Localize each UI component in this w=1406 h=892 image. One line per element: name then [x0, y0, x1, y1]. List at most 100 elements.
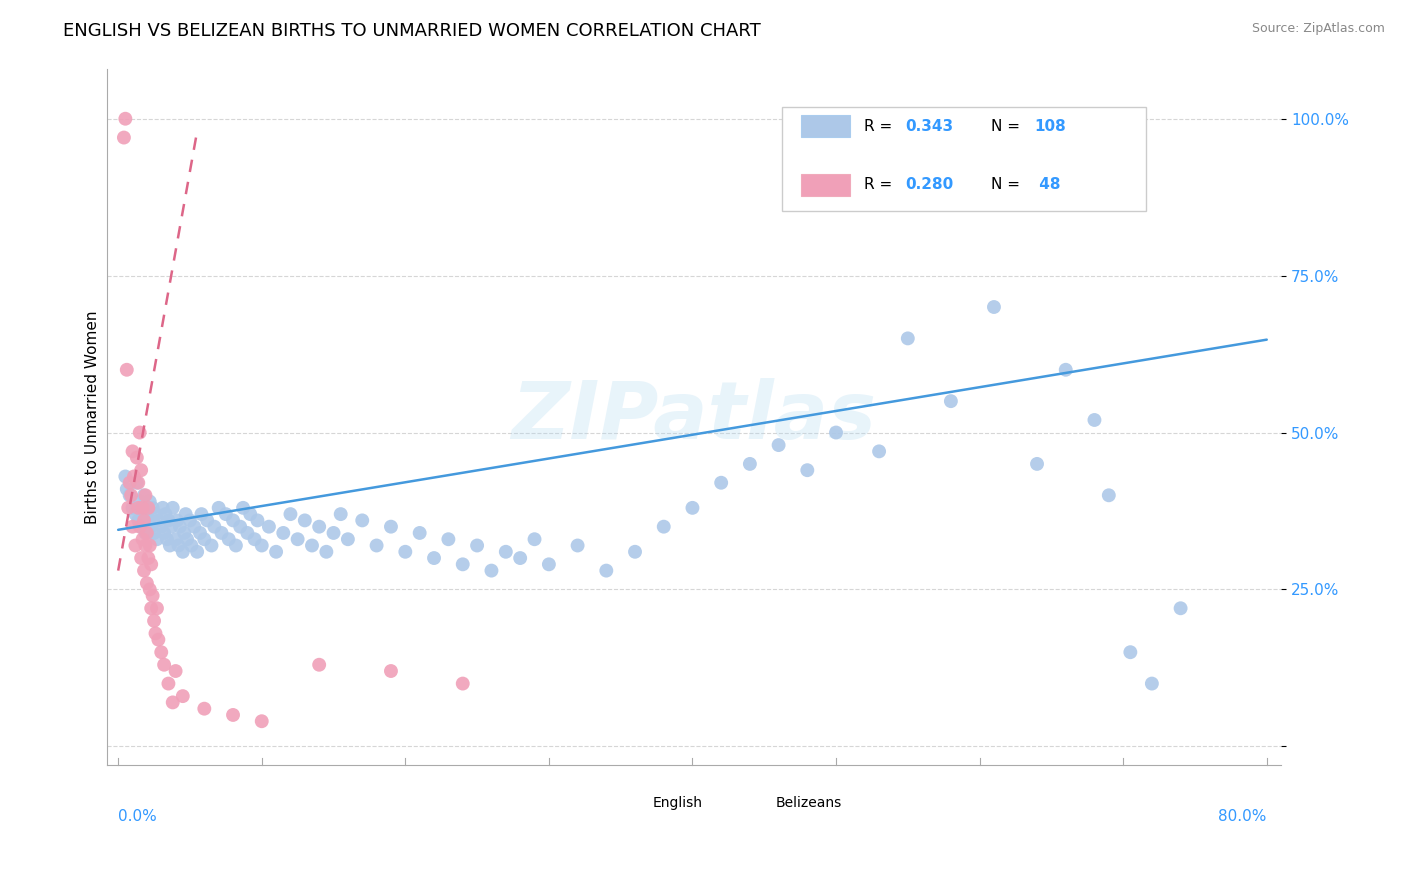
Point	[142, 500, 165, 515]
Point	[825, 425, 848, 440]
FancyBboxPatch shape	[801, 174, 851, 196]
Point	[246, 513, 269, 527]
Point	[118, 475, 141, 490]
Text: R =: R =	[865, 178, 897, 193]
Point	[451, 558, 474, 572]
Point	[135, 525, 157, 540]
Point	[172, 689, 194, 703]
Point	[150, 645, 173, 659]
Point	[143, 614, 166, 628]
Point	[939, 394, 962, 409]
Point	[193, 701, 215, 715]
Point	[145, 626, 167, 640]
Point	[423, 551, 446, 566]
Point	[121, 444, 143, 458]
Point	[567, 539, 589, 553]
Point	[152, 500, 174, 515]
Point	[115, 363, 138, 377]
Point	[315, 545, 337, 559]
Point	[153, 657, 176, 672]
Point	[380, 664, 402, 678]
Point	[768, 438, 790, 452]
Point	[139, 494, 162, 508]
Point	[465, 539, 488, 553]
Point	[128, 425, 150, 440]
Point	[481, 564, 503, 578]
Text: 48: 48	[1035, 178, 1062, 193]
Point	[114, 469, 136, 483]
Point	[451, 676, 474, 690]
Point	[1026, 457, 1049, 471]
Text: 0.0%: 0.0%	[118, 809, 157, 824]
Point	[129, 463, 152, 477]
Point	[125, 475, 148, 490]
Point	[222, 513, 245, 527]
Point	[134, 539, 156, 553]
Point	[232, 500, 254, 515]
Point	[495, 545, 517, 559]
Point	[180, 539, 202, 553]
Point	[200, 539, 222, 553]
Point	[148, 632, 170, 647]
FancyBboxPatch shape	[734, 795, 769, 811]
Point	[218, 533, 240, 547]
Point	[166, 513, 188, 527]
Point	[322, 525, 344, 540]
Point	[141, 558, 163, 572]
Point	[156, 533, 179, 547]
Point	[1054, 363, 1077, 377]
Point	[162, 695, 184, 709]
Point	[537, 558, 560, 572]
Point	[118, 488, 141, 502]
Point	[250, 539, 273, 553]
Point	[710, 475, 733, 490]
Point	[136, 513, 159, 527]
Point	[208, 500, 231, 515]
Point	[157, 513, 180, 527]
Point	[157, 676, 180, 690]
Point	[190, 507, 212, 521]
Point	[509, 551, 531, 566]
Point	[682, 500, 704, 515]
Point	[129, 519, 152, 533]
Point	[897, 331, 920, 345]
Point	[174, 507, 197, 521]
Point	[165, 533, 187, 547]
Point	[128, 494, 150, 508]
Point	[179, 513, 201, 527]
Point	[308, 519, 330, 533]
Point	[127, 500, 149, 515]
Point	[124, 507, 146, 521]
Point	[1170, 601, 1192, 615]
Point	[183, 519, 205, 533]
Point	[523, 533, 546, 547]
Point	[153, 525, 176, 540]
Point	[301, 539, 323, 553]
Point	[239, 507, 262, 521]
Point	[1140, 676, 1163, 690]
Point	[162, 500, 184, 515]
Point	[165, 664, 187, 678]
Point	[132, 513, 155, 527]
Point	[408, 525, 430, 540]
Point	[868, 444, 890, 458]
Text: N =: N =	[991, 119, 1025, 134]
Point	[264, 545, 287, 559]
Text: N =: N =	[991, 178, 1025, 193]
Point	[437, 533, 460, 547]
Point	[380, 519, 402, 533]
Point	[257, 519, 280, 533]
Point	[115, 482, 138, 496]
Point	[271, 525, 294, 540]
Point	[186, 545, 208, 559]
Point	[173, 525, 195, 540]
Point	[127, 475, 149, 490]
Text: R =: R =	[865, 119, 897, 134]
Point	[652, 519, 675, 533]
Point	[250, 714, 273, 729]
Point	[150, 519, 173, 533]
Point	[142, 589, 165, 603]
Point	[121, 519, 143, 533]
Point	[225, 539, 247, 553]
Point	[122, 469, 145, 483]
